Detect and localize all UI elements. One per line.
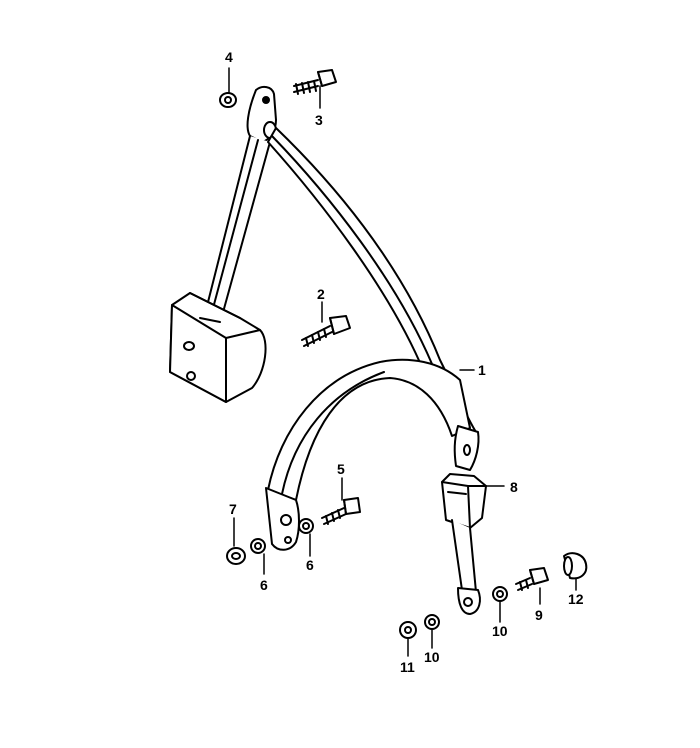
- retractor-housing: [169, 292, 267, 403]
- callout-4: 4: [225, 49, 233, 65]
- lap-belt-arc: [267, 358, 471, 501]
- callout-8: 8: [510, 479, 518, 495]
- buckle: [441, 473, 487, 529]
- washer-10-bottom: [424, 614, 440, 630]
- callout-6-right: 6: [306, 557, 314, 573]
- callout-2: 2: [317, 286, 325, 302]
- upper-strap: [205, 135, 271, 317]
- callout-10-bottom: 10: [424, 649, 440, 665]
- leader-lines: [228, 67, 577, 657]
- callout-6-left: 6: [260, 577, 268, 593]
- washer-4: [219, 92, 237, 108]
- washer-11: [399, 621, 417, 639]
- buckle-tongue: [453, 425, 480, 471]
- lower-left-anchor-plate: [265, 487, 300, 551]
- washer-7: [226, 547, 246, 565]
- callout-5: 5: [337, 461, 345, 477]
- washer-6-left: [250, 538, 266, 554]
- callout-3: 3: [315, 112, 323, 128]
- callout-7: 7: [229, 501, 237, 517]
- washer-10-right: [492, 586, 508, 602]
- washer-6-right: [298, 518, 314, 534]
- callout-9: 9: [535, 607, 543, 623]
- buckle-lower-strap: [451, 519, 481, 615]
- callout-10-right: 10: [492, 623, 508, 639]
- callout-1: 1: [478, 362, 486, 378]
- cap-12: [563, 552, 588, 580]
- bolt-2: [301, 315, 351, 347]
- bolt-5: [321, 497, 361, 525]
- callout-11: 11: [400, 659, 415, 675]
- bolt-9: [515, 567, 549, 591]
- bolt-3: [293, 69, 337, 95]
- callout-12: 12: [568, 591, 584, 607]
